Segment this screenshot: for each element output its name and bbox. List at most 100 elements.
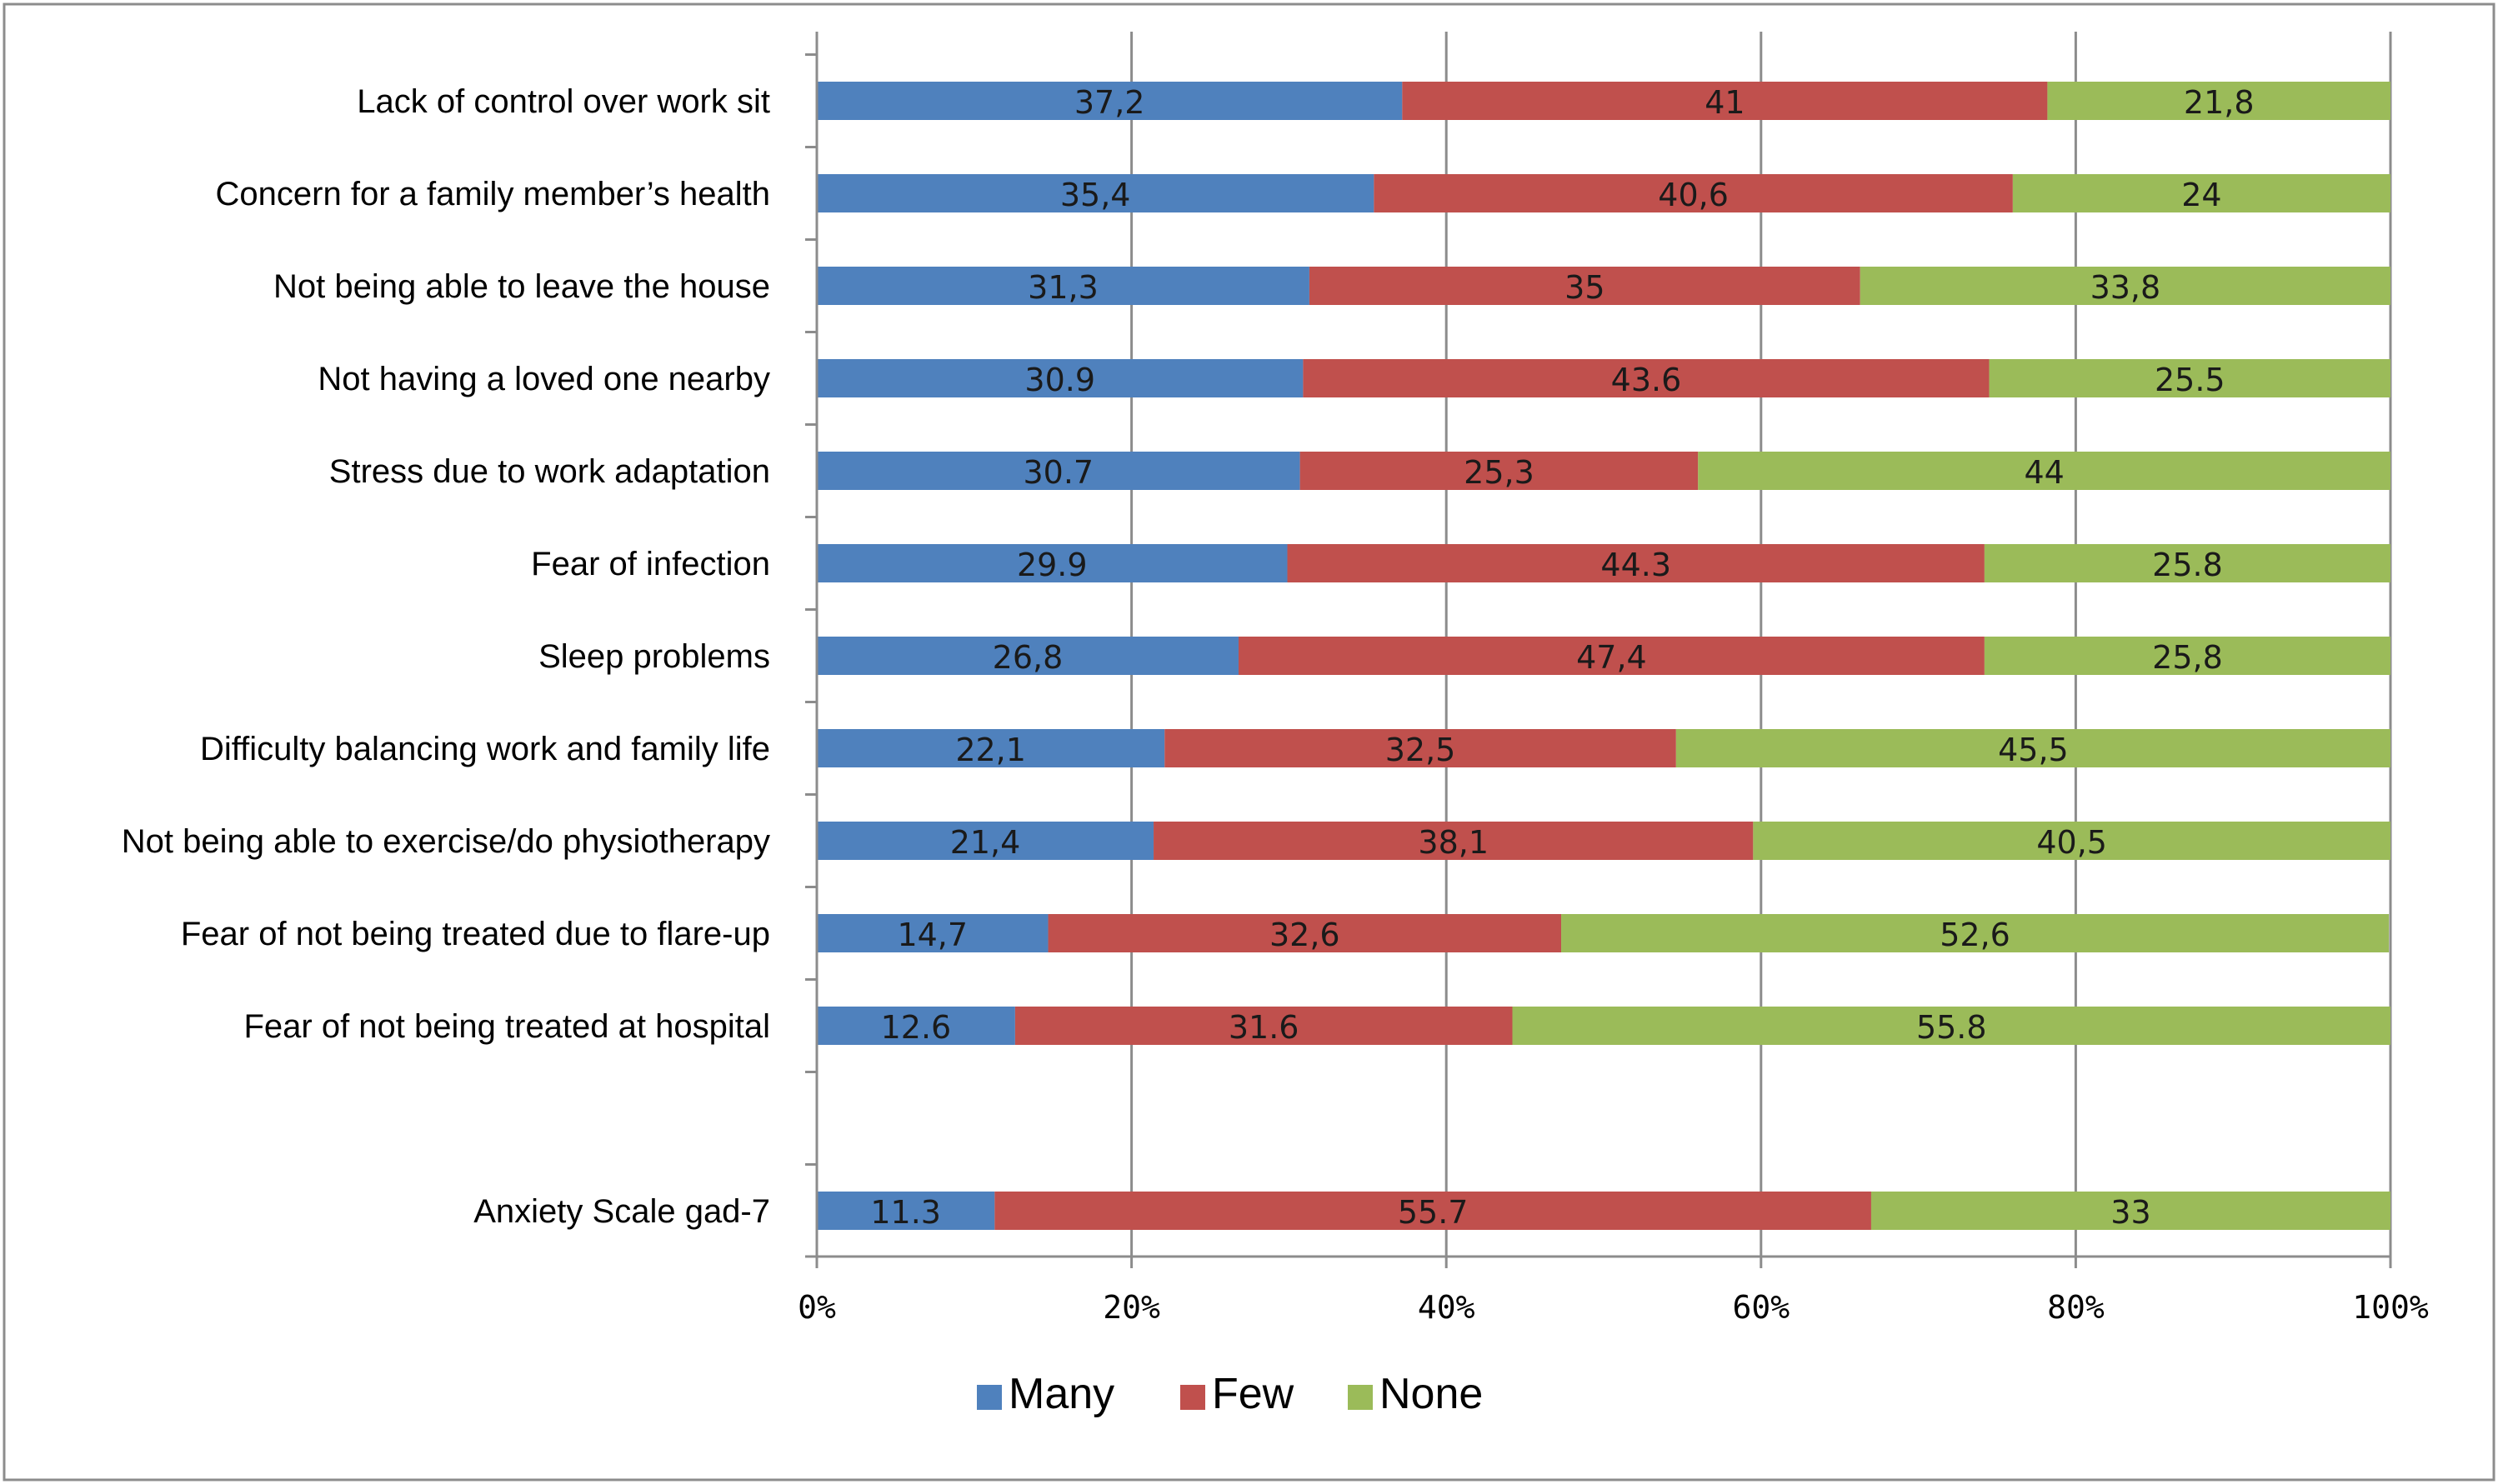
bar-none-fear-of-not-being-treated-at-hospital: [1512, 1007, 2390, 1045]
bars: [817, 82, 2390, 1230]
data-label-few-not-having-a-loved-one-nearby: 43.6: [1611, 362, 1682, 398]
bar-many-difficulty-balancing-work-and-family-life: [817, 729, 1165, 767]
data-label-none-not-having-a-loved-one-nearby: 25.5: [2155, 362, 2225, 398]
category-label-concern-for-a-family-member-s-health: Concern for a family member’s health: [216, 176, 770, 212]
data-label-none-difficulty-balancing-work-and-family-life: 45,5: [1998, 732, 2069, 768]
axes: 0% 20% 40% 60% 80% 100%: [798, 32, 2429, 1326]
data-label-none-concern-for-a-family-member-s-health: 24: [2181, 177, 2221, 213]
bar-many-fear-of-not-being-treated-at-hospital: [817, 1007, 1015, 1045]
bar-none-sleep-problems: [1984, 637, 2390, 675]
bar-few-difficulty-balancing-work-and-family-life: [1164, 729, 1676, 767]
data-label-few-concern-for-a-family-member-s-health: 40,6: [1658, 177, 1729, 213]
bar-many-lack-of-control-over-work-sit: [817, 82, 1403, 120]
category-label-not-having-a-loved-one-nearby: Not having a loved one nearby: [318, 361, 770, 397]
data-label-few-stress-due-to-work-adaptation: 25,3: [1464, 454, 1534, 491]
data-label-few-fear-of-infection: 44.3: [1600, 547, 1671, 583]
legend-swatch-few: [1180, 1385, 1205, 1410]
bar-many-sleep-problems: [817, 637, 1239, 675]
bar-few-fear-of-not-being-treated-due-to-flare-up: [1048, 914, 1562, 952]
bar-none-not-having-a-loved-one-nearby: [1989, 359, 2390, 397]
category-label-difficulty-balancing-work-and-family-life: Difficulty balancing work and family lif…: [200, 731, 770, 767]
x-tick-label-60: 60%: [1732, 1289, 1790, 1326]
bar-many-fear-of-not-being-treated-due-to-flare-up: [817, 914, 1049, 952]
category-label-sleep-problems: Sleep problems: [538, 638, 770, 675]
data-label-few-difficulty-balancing-work-and-family-life: 32,5: [1385, 732, 1456, 768]
data-label-many-fear-of-not-being-treated-due-to-flare-up: 14,7: [897, 917, 968, 953]
data-label-many-concern-for-a-family-member-s-health: 35,4: [1060, 177, 1131, 213]
data-label-few-fear-of-not-being-treated-due-to-flare-up: 32,6: [1269, 917, 1340, 953]
data-label-none-fear-of-infection: 25.8: [2152, 547, 2223, 583]
legend-label-few: Few: [1212, 1370, 1294, 1418]
legend: Many Few None: [977, 1370, 1483, 1418]
x-tick-label-40: 40%: [1418, 1289, 1475, 1326]
data-label-none-sleep-problems: 25,8: [2152, 639, 2223, 676]
bar-none-not-being-able-to-exercise-do-physiotherapy: [1753, 822, 2390, 860]
category-label-fear-of-not-being-treated-at-hospital: Fear of not being treated at hospital: [243, 1008, 770, 1045]
legend-swatch-many: [977, 1385, 1002, 1410]
bar-many-not-having-a-loved-one-nearby: [817, 359, 1304, 397]
data-label-none-fear-of-not-being-treated-due-to-flare-up: 52,6: [1940, 917, 2010, 953]
bar-few-stress-due-to-work-adaptation: [1299, 452, 1699, 490]
x-tick-label-80: 80%: [2047, 1289, 2105, 1326]
data-label-many-sleep-problems: 26,8: [993, 639, 1064, 676]
data-label-many-not-being-able-to-exercise-do-physiotherapy: 21,4: [950, 824, 1021, 861]
data-label-many-anxiety-scale-gad-7: 11.3: [870, 1194, 941, 1231]
bar-many-not-being-able-to-exercise-do-physiotherapy: [817, 822, 1154, 860]
data-label-none-not-being-able-to-exercise-do-physiotherapy: 40,5: [2036, 824, 2107, 861]
category-label-not-being-able-to-leave-the-house: Not being able to leave the house: [273, 268, 770, 305]
data-label-none-lack-of-control-over-work-sit: 21,8: [2184, 84, 2255, 121]
legend-swatch-none: [1348, 1385, 1373, 1410]
bar-none-fear-of-not-being-treated-due-to-flare-up: [1561, 914, 2390, 952]
category-label-not-being-able-to-exercise-do-physiotherapy: Not being able to exercise/do physiother…: [122, 823, 770, 860]
bar-few-fear-of-infection: [1287, 544, 1985, 582]
data-label-many-lack-of-control-over-work-sit: 37,2: [1074, 84, 1145, 121]
x-tick-label-0: 0%: [798, 1289, 836, 1326]
data-label-none-anxiety-scale-gad-7: 33: [2110, 1194, 2150, 1231]
legend-label-none: None: [1379, 1370, 1483, 1418]
labels: Lack of control over work sit 37,2 41 21,8 C…: [122, 83, 2255, 1231]
data-label-many-stress-due-to-work-adaptation: 30.7: [1024, 454, 1094, 491]
category-label-fear-of-infection: Fear of infection: [531, 546, 770, 582]
data-label-few-not-being-able-to-leave-the-house: 35: [1564, 269, 1604, 306]
bar-few-not-having-a-loved-one-nearby: [1303, 359, 1990, 397]
bar-none-stress-due-to-work-adaptation: [1698, 452, 2390, 490]
data-label-few-not-being-able-to-exercise-do-physiotherapy: 38,1: [1418, 824, 1489, 861]
legend-label-many: Many: [1009, 1370, 1114, 1418]
category-label-anxiety-scale-gad-7: Anxiety Scale gad-7: [473, 1193, 770, 1230]
category-label-stress-due-to-work-adaptation: Stress due to work adaptation: [329, 453, 770, 490]
bar-none-fear-of-infection: [1984, 544, 2390, 582]
data-label-many-not-being-able-to-leave-the-house: 31,3: [1028, 269, 1099, 306]
bar-none-not-being-able-to-leave-the-house: [1860, 267, 2390, 305]
bar-many-stress-due-to-work-adaptation: [817, 452, 1300, 490]
bar-none-concern-for-a-family-member-s-health: [2012, 174, 2390, 212]
data-label-none-stress-due-to-work-adaptation: 44: [2024, 454, 2064, 491]
bar-none-lack-of-control-over-work-sit: [2047, 82, 2390, 120]
bar-few-fear-of-not-being-treated-at-hospital: [1014, 1007, 1513, 1045]
data-label-few-anxiety-scale-gad-7: 55.7: [1398, 1194, 1469, 1231]
data-label-few-fear-of-not-being-treated-at-hospital: 31.6: [1229, 1009, 1299, 1046]
bar-few-not-being-able-to-leave-the-house: [1309, 267, 1860, 305]
category-label-lack-of-control-over-work-sit: Lack of control over work sit: [357, 83, 770, 120]
data-label-few-sleep-problems: 47,4: [1576, 639, 1647, 676]
bar-many-anxiety-scale-gad-7: [817, 1192, 995, 1230]
x-tick-label-20: 20%: [1103, 1289, 1160, 1326]
data-label-none-fear-of-not-being-treated-at-hospital: 55.8: [1916, 1009, 1987, 1046]
bar-many-fear-of-infection: [817, 544, 1288, 582]
bar-none-anxiety-scale-gad-7: [1870, 1192, 2390, 1230]
data-label-none-not-being-able-to-leave-the-house: 33,8: [2090, 269, 2161, 306]
category-label-fear-of-not-being-treated-due-to-flare-up: Fear of not being treated due to flare-u…: [181, 916, 770, 952]
data-label-many-not-having-a-loved-one-nearby: 30.9: [1024, 362, 1095, 398]
bar-few-sleep-problems: [1238, 637, 1985, 675]
data-label-many-difficulty-balancing-work-and-family-life: 22,1: [955, 732, 1026, 768]
bar-many-not-being-able-to-leave-the-house: [817, 267, 1309, 305]
bar-many-concern-for-a-family-member-s-health: [817, 174, 1374, 212]
data-label-many-fear-of-infection: 29.9: [1017, 547, 1088, 583]
bar-few-lack-of-control-over-work-sit: [1402, 82, 2048, 120]
bar-few-anxiety-scale-gad-7: [994, 1192, 1871, 1230]
bar-none-difficulty-balancing-work-and-family-life: [1675, 729, 2390, 767]
x-tick-label-100: 100%: [2352, 1289, 2429, 1326]
data-label-many-fear-of-not-being-treated-at-hospital: 12.6: [881, 1009, 952, 1046]
bar-few-not-being-able-to-exercise-do-physiotherapy: [1154, 822, 1754, 860]
